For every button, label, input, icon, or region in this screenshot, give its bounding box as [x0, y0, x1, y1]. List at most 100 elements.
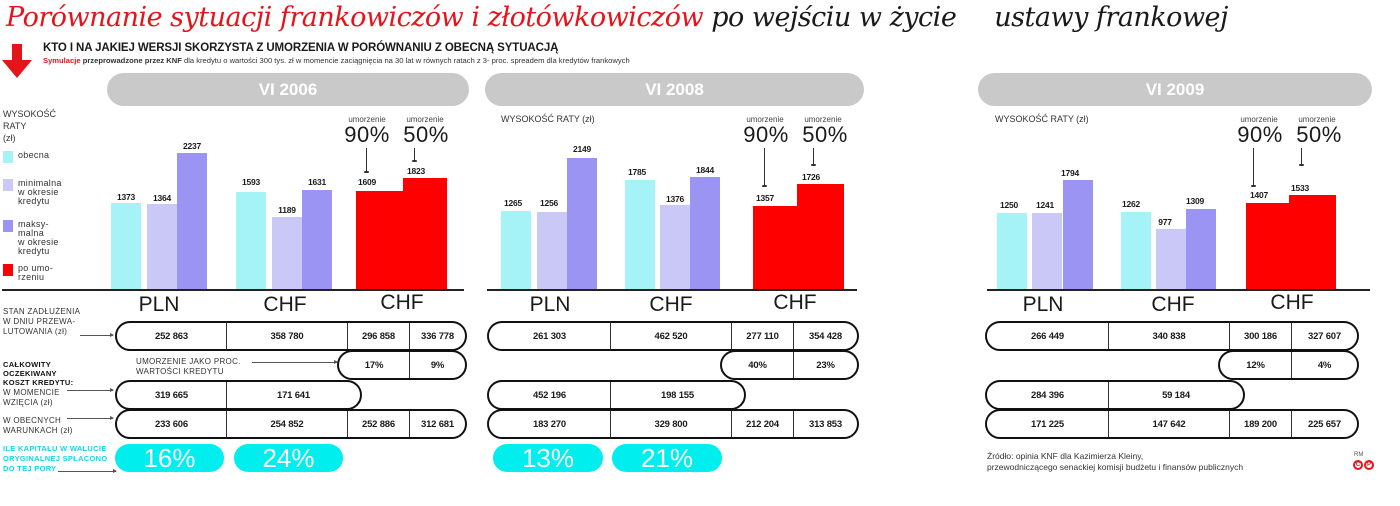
legend-swatch-purple	[3, 220, 13, 232]
cell-u50: 313 853	[809, 418, 842, 430]
cell-chf: 147 642	[1109, 411, 1230, 437]
down-arrow-icon	[2, 44, 32, 78]
note-bold: przeprowadzone przez KNF	[82, 56, 182, 65]
axis-title-2009: WYSOKOŚĆ RATY (zł)	[995, 114, 1089, 124]
bar-pln-max	[567, 158, 597, 289]
currency-label-chf: CHF	[263, 293, 307, 316]
period-pill-2006: VI 2006	[107, 73, 469, 106]
bar-after-90	[1246, 203, 1289, 289]
cell-u50: 9%	[430, 359, 445, 371]
cell-chf: 198 155	[661, 389, 694, 401]
umorzenie-90-label: 90%	[344, 122, 390, 147]
value-label: 1241	[1035, 200, 1055, 210]
cell-u90: 189 200	[1230, 411, 1292, 437]
cell-u50: 312 681	[421, 418, 454, 430]
title-black-part-2: ustawy frankowej	[994, 2, 1228, 33]
cell-u90: 277 110	[732, 323, 794, 349]
cell-u50: 4%	[1317, 359, 1332, 371]
value-label: 1823	[406, 166, 426, 176]
value-label: 1726	[801, 172, 821, 182]
value-label: 1309	[1185, 196, 1205, 206]
cell-chf: 254 852	[227, 411, 348, 437]
currency-label-chf-after: CHF	[773, 291, 817, 314]
title-red-part: Porównanie sytuacji frankowiczów i złotó…	[6, 2, 704, 33]
bar-chf-obecna	[625, 180, 655, 289]
bar-pln-max	[177, 153, 207, 289]
currency-label-pln: PLN	[529, 293, 571, 316]
value-label: 1265	[503, 198, 523, 208]
source-note: Źródło: opinia KNF dla Kazimierza Kleiny…	[987, 451, 1244, 472]
bar-after-90	[753, 206, 798, 289]
cell-pln: 452 196	[489, 382, 611, 408]
bar-chf-obecna	[1121, 212, 1151, 289]
bar-after-90	[356, 191, 403, 289]
bar-after-50	[403, 178, 447, 289]
legend-swatch-red	[3, 264, 13, 276]
pointer-line	[1299, 148, 1304, 166]
value-label: 2237	[182, 141, 202, 151]
value-label: 1593	[241, 177, 261, 187]
label-total-cost: CAŁKOWITY OCZEKIWANY KOSZT KREDYTU:	[3, 360, 74, 387]
value-label: 1373	[116, 192, 136, 202]
legend-swatch-cyan	[3, 151, 13, 163]
umorzenie-50-label: 50%	[1296, 122, 1342, 147]
period-pill-2009: VI 2009	[978, 73, 1372, 106]
cell-u50: 225 657	[1308, 418, 1341, 430]
legend-title: WYSOKOŚĆ RATY (zł)	[3, 109, 57, 143]
row-debt-2006: 252 863 358 780 296 858 336 778	[115, 321, 467, 351]
cell-pln: 284 396	[987, 382, 1109, 408]
cell-pln: 252 863	[117, 323, 227, 349]
arrow-right-icon	[67, 416, 114, 420]
legend-item-po-umorzeniu: po umo- rzeniu	[3, 264, 53, 282]
cell-chf: 340 838	[1109, 323, 1230, 349]
currency-label-chf-after: CHF	[380, 291, 424, 314]
currency-label-chf-after: CHF	[1270, 291, 1314, 314]
cell-u90: 300 186	[1230, 323, 1292, 349]
cell-u50: 327 607	[1308, 330, 1341, 342]
arrow-right-icon	[80, 333, 114, 337]
subheading: KTO I NA JAKIEJ WERSJI SKORZYSTA Z UMORZ…	[43, 42, 559, 54]
cell-pln: 183 270	[489, 411, 611, 437]
cell-chf: 329 800	[611, 411, 732, 437]
row-relief-2009: 12% 4%	[1218, 350, 1359, 380]
label-debt: STAN ZADŁUŻENIA W DNIU PRZEWA- LUTOWANIA…	[3, 307, 81, 336]
cell-u50: 336 778	[421, 330, 454, 342]
bar-after-50	[797, 184, 844, 289]
axis-title-2008: WYSOKOŚĆ RATY (zł)	[501, 114, 595, 124]
currency-label-pln: PLN	[138, 293, 180, 316]
currency-label-pln: PLN	[1022, 293, 1064, 316]
bar-pln-obecna	[997, 213, 1027, 289]
value-label: 1609	[357, 177, 377, 187]
label-current: W OBECNYCH WARUNKACH (zł)	[3, 416, 73, 435]
bar-chf-obecna	[236, 192, 266, 289]
row-cost-start-2009: 284 396 59 184	[985, 380, 1245, 410]
cell-u50: 23%	[816, 359, 835, 371]
legend-swatch-lavender	[3, 179, 13, 191]
bar-pln-obecna	[501, 211, 531, 289]
note-red: Symulacje	[43, 56, 81, 65]
row-relief-2006: 17% 9%	[337, 350, 467, 380]
value-label: 1376	[665, 194, 685, 204]
umorzenie-label: umorzenie	[1240, 115, 1278, 124]
legend-item-minimalna: minimalna w okresie kredytu	[3, 179, 62, 206]
value-label: 1533	[1290, 183, 1310, 193]
cell-u50: 354 428	[809, 330, 842, 342]
value-label: 1794	[1060, 168, 1080, 178]
pointer-line	[811, 148, 816, 166]
bar-chf-min	[1156, 229, 1186, 289]
umorzenie-label: umorzenie	[804, 115, 842, 124]
axis-baseline	[487, 289, 857, 291]
currency-label-chf: CHF	[649, 293, 693, 316]
value-label: 1407	[1249, 190, 1269, 200]
bar-chf-max	[302, 190, 332, 289]
value-label: 1189	[278, 205, 296, 215]
repaid-pill-chf-2006: 24%	[234, 443, 343, 473]
value-label: 2149	[572, 144, 592, 154]
bar-pln-min	[537, 212, 567, 289]
page-title: Porównanie sytuacji frankowiczów i złotó…	[6, 2, 1228, 33]
bar-pln-min	[147, 204, 177, 289]
value-label: 1785	[627, 167, 647, 177]
pointer-line	[412, 148, 417, 162]
row-cost-current-2008: 183 270 329 800 212 204 313 853	[487, 409, 859, 439]
value-label: 1631	[307, 177, 327, 187]
